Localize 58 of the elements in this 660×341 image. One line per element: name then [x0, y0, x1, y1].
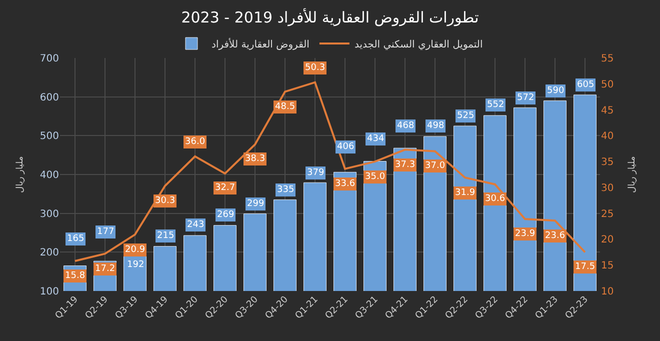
data-label: 37.3	[395, 160, 416, 170]
data-label: 20.9	[125, 245, 146, 255]
data-label: 434	[367, 134, 384, 144]
data-label: 50.3	[305, 63, 326, 73]
data-label: 36.0	[185, 137, 206, 147]
y2-tick-label: 30	[601, 182, 614, 194]
data-label: 243	[187, 220, 204, 230]
y2-tick-label: 15	[601, 260, 614, 272]
data-label: 215	[157, 231, 174, 241]
data-label: 37.0	[425, 161, 446, 171]
data-label: 590	[547, 86, 564, 96]
y2-tick-label: 45	[601, 105, 614, 116]
data-label: 33.6	[335, 179, 356, 189]
data-label: 269	[217, 210, 234, 220]
data-label: 15.8	[65, 271, 86, 281]
data-label: 299	[247, 199, 264, 209]
y2-tick-label: 50	[601, 79, 614, 90]
data-label: 177	[97, 227, 114, 237]
data-label: 468	[397, 121, 414, 131]
data-label: 48.5	[275, 102, 296, 112]
y-tick-label: 200	[40, 248, 59, 259]
data-label: 23.9	[515, 229, 536, 239]
data-label: 17.5	[575, 262, 596, 272]
data-label: 552	[487, 100, 504, 110]
data-label: 17.2	[95, 264, 116, 274]
data-label: 32.7	[215, 183, 236, 193]
data-label: 605	[577, 80, 594, 90]
data-label: 35.0	[365, 172, 386, 182]
data-label: 525	[457, 111, 474, 121]
y2-tick-label: 20	[601, 234, 614, 246]
data-label: 406	[337, 142, 354, 152]
chart-title: تطورات القروض العقارية للأفراد 2019 - 2023	[181, 7, 479, 26]
data-label: 31.9	[455, 188, 476, 198]
data-label: 379	[307, 168, 324, 178]
data-label: 192	[127, 260, 144, 270]
y-tick-label: 100	[40, 286, 59, 298]
data-label: 38.3	[245, 154, 266, 164]
data-label: 498	[427, 121, 444, 131]
y-tick-label: 300	[40, 208, 59, 220]
data-label: 30.3	[155, 196, 176, 206]
y2-tick-label: 40	[601, 131, 614, 142]
y2-tick-label: 35	[601, 157, 614, 168]
y2-tick-label: 25	[601, 208, 614, 220]
y-tick-label: 500	[40, 131, 59, 142]
y2-axis-title: مليار ريال	[628, 156, 638, 193]
data-label: 23.6	[545, 231, 566, 241]
y-tick-label: 700	[40, 54, 59, 64]
legend-label: القروض العقارية للأفراد	[212, 37, 310, 50]
data-label: 165	[67, 234, 84, 244]
y-axis-title: مليار ريال	[15, 156, 26, 193]
y-tick-label: 400	[40, 170, 59, 181]
y2-tick-label: 55	[601, 54, 614, 64]
y2-tick-label: 10	[601, 286, 614, 298]
legend-label: التمويل العقاري السكني الجديد	[354, 39, 483, 50]
data-label: 572	[517, 93, 534, 103]
data-label: 335	[277, 185, 294, 195]
y-tick-label: 600	[40, 92, 59, 104]
data-label: 30.6	[485, 194, 506, 204]
